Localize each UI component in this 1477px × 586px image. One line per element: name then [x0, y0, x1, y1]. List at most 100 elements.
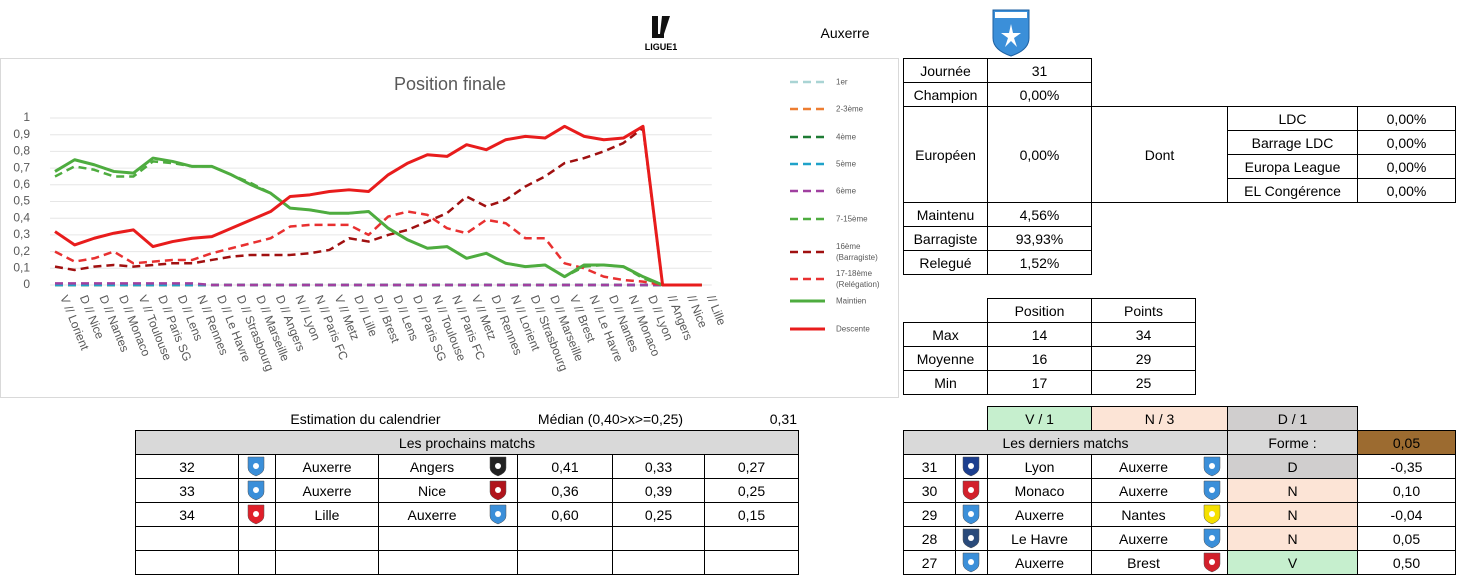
- summary-value: 1,52%: [987, 250, 1092, 275]
- chart-title: Position finale: [394, 74, 506, 94]
- stats-label: Max: [903, 322, 988, 347]
- team-name: Auxerre: [820, 25, 870, 41]
- summary-value: 93,93%: [987, 226, 1092, 251]
- home-team: Auxerre: [987, 502, 1092, 527]
- away-team: Auxerre: [1118, 530, 1169, 547]
- probability: 0,39: [644, 482, 673, 499]
- table-cell: [955, 550, 988, 575]
- result: D: [1227, 454, 1358, 479]
- stats-value: 25: [1091, 370, 1196, 395]
- legend-label: Descente: [836, 324, 870, 334]
- summary-value: 0,00%: [1357, 106, 1456, 131]
- probability: 0,60: [551, 506, 579, 523]
- table-cell: [612, 550, 705, 575]
- stats-label: Min: [903, 370, 988, 395]
- summary-value: 0,00%: [987, 82, 1092, 107]
- table-cell: [704, 550, 799, 575]
- table-cell: [955, 454, 988, 479]
- away-team: Nice: [417, 482, 446, 499]
- home-team: Monaco: [987, 478, 1092, 503]
- away-crest-dot: [1209, 535, 1215, 541]
- median-label: Médian (0,40>x>=0,25): [537, 410, 684, 427]
- home-team: Auxerre: [302, 482, 352, 499]
- home-crest-dot: [968, 463, 974, 469]
- form-value: 0,05: [1357, 430, 1456, 455]
- table-cell: [704, 526, 799, 551]
- match-number: 33: [179, 482, 195, 499]
- home-crest-dot: [253, 511, 259, 517]
- summary-value: 4,56%: [987, 202, 1092, 227]
- home-crest-dot: [253, 487, 259, 493]
- estimation-label: Estimation du calendrier: [290, 410, 441, 427]
- table-cell: [378, 550, 518, 575]
- summary-label: Champion: [903, 82, 988, 107]
- summary-label: Dont: [1091, 106, 1228, 203]
- y-tick-label: 0: [23, 277, 30, 291]
- summary-label: LDC: [1227, 106, 1358, 131]
- summary-value: 0,00%: [987, 106, 1092, 203]
- summary-label: EL Congérence: [1227, 178, 1358, 203]
- home-crest-dot: [968, 559, 974, 565]
- away-team: Auxerre: [1118, 458, 1169, 475]
- y-tick-label: 0,6: [13, 177, 30, 191]
- summary-label: Europa League: [1227, 154, 1358, 179]
- match-number: 27: [903, 550, 956, 575]
- stats-header: Points: [1091, 298, 1196, 323]
- match-score: -0,04: [1357, 502, 1456, 527]
- legend-label: 7-15ème: [836, 214, 868, 224]
- away-team: Auxerre: [1118, 482, 1169, 499]
- table-cell: [238, 502, 276, 527]
- table-cell: [275, 550, 379, 575]
- series-line: [54, 210, 702, 287]
- away-crest-dot: [1209, 511, 1215, 517]
- match-score: 0,50: [1357, 550, 1456, 575]
- home-team: Le Havre: [987, 526, 1092, 551]
- table-cell: [955, 502, 988, 527]
- summary-label: Barragiste: [903, 226, 988, 251]
- y-tick-label: 0,9: [13, 127, 30, 141]
- median-value: 0,31: [769, 410, 797, 427]
- away-crest-dot: [495, 511, 501, 517]
- match-number: 31: [903, 454, 956, 479]
- away-crest-dot: [495, 463, 501, 469]
- table-cell: [135, 526, 239, 551]
- stats-value: 16: [987, 346, 1092, 371]
- stats-value: 14: [987, 322, 1092, 347]
- table-cell: [135, 550, 239, 575]
- y-tick-label: 0,7: [13, 160, 30, 174]
- match-score: 0,05: [1357, 526, 1456, 551]
- away-team: Brest: [1127, 554, 1160, 571]
- stats-header: Position: [987, 298, 1092, 323]
- y-tick-label: 0,2: [13, 244, 30, 258]
- legend-label: 17-18ème (Relégation): [836, 269, 880, 289]
- y-tick-label: 0,8: [13, 144, 30, 158]
- form-count: D / 1: [1227, 406, 1358, 431]
- home-crest-dot: [253, 463, 259, 469]
- result: N: [1227, 478, 1358, 503]
- team-crest: [992, 9, 1030, 57]
- summary-label: Journée: [903, 58, 988, 83]
- summary-label: Maintenu: [903, 202, 988, 227]
- result: V: [1227, 550, 1358, 575]
- away-crest-dot: [1209, 487, 1215, 493]
- legend-label: 16ème (Barragiste): [836, 242, 878, 262]
- series-line: [54, 124, 702, 287]
- stats-label: Moyenne: [903, 346, 988, 371]
- probability: 0,33: [644, 458, 673, 475]
- home-crest-dot: [968, 487, 974, 493]
- home-crest-dot: [968, 535, 974, 541]
- home-crest-dot: [968, 511, 974, 517]
- table-cell: [378, 526, 518, 551]
- summary-value: 0,00%: [1357, 154, 1456, 179]
- summary-value: 0,00%: [1357, 178, 1456, 203]
- form-count: V / 1: [987, 406, 1092, 431]
- probability: 0,15: [737, 506, 766, 523]
- legend-label: 5ème: [836, 159, 857, 169]
- form-label: Forme :: [1227, 430, 1358, 455]
- series-line: [54, 156, 702, 287]
- series-line: [54, 126, 702, 287]
- match-number: 34: [179, 506, 195, 523]
- home-team: Lyon: [987, 454, 1092, 479]
